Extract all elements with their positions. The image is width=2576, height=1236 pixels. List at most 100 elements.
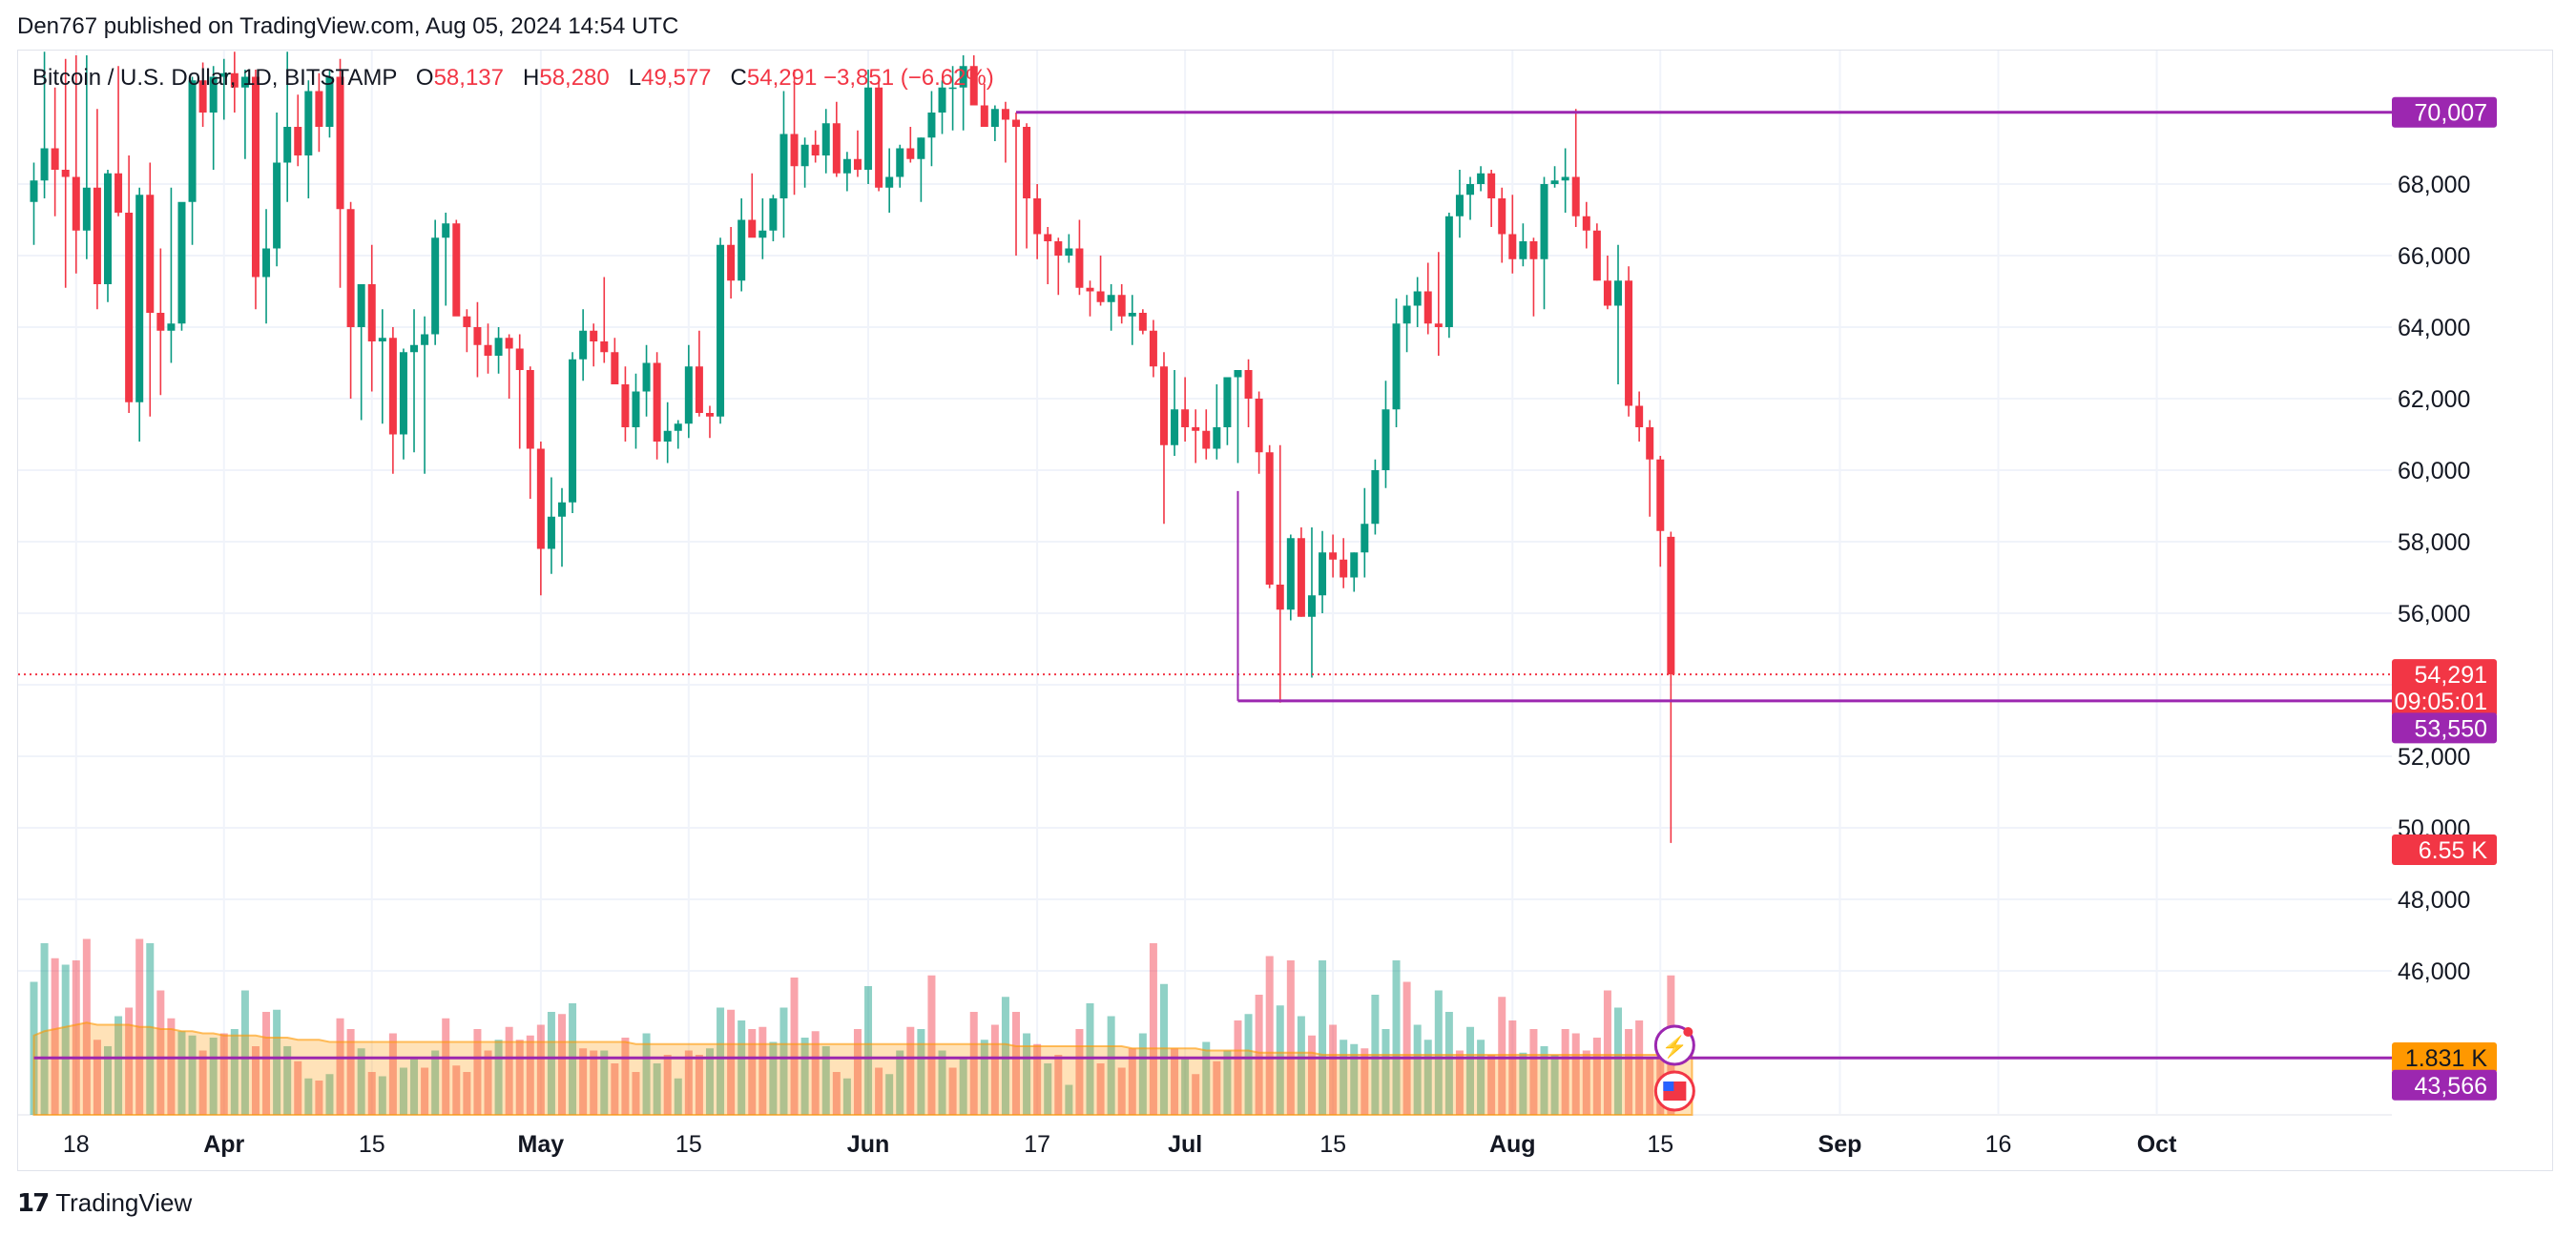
candle [388, 327, 397, 474]
candle-body [600, 341, 609, 353]
volume-bar [705, 1048, 714, 1115]
volume-bar [632, 1072, 640, 1115]
candle [896, 144, 904, 188]
candle-body [1540, 184, 1548, 259]
candle [103, 170, 112, 302]
candle [156, 248, 165, 396]
candle-body [969, 66, 978, 106]
volume-bar [1117, 1067, 1126, 1115]
candle-body [1075, 248, 1084, 288]
candle-body [431, 237, 440, 335]
candle-body [1392, 323, 1401, 410]
volume-bar [146, 943, 155, 1115]
volume-bar [1434, 990, 1443, 1115]
candle [674, 420, 682, 449]
candle-body [1023, 127, 1031, 198]
candle [336, 58, 344, 288]
volume-bar [240, 990, 249, 1115]
candle-body [1117, 295, 1126, 317]
candle-body [663, 430, 672, 442]
event-icons: ⚡ [1653, 1024, 1695, 1112]
candle [1065, 234, 1073, 263]
volume-bar [1571, 1033, 1580, 1115]
volume-bar [1012, 1012, 1021, 1115]
candle-body [1603, 280, 1611, 306]
candle [357, 284, 365, 421]
candle-body [103, 173, 112, 284]
candle [1519, 223, 1527, 267]
volume-bar [198, 1050, 207, 1115]
candle-body [1402, 305, 1411, 324]
candle [442, 213, 450, 306]
candle [1392, 299, 1401, 427]
volume-ma-badge-bg [2392, 1042, 2497, 1073]
level-badge-53550: 53,550 [2392, 712, 2497, 744]
candle-body [304, 91, 313, 155]
volume-bar [1592, 1038, 1601, 1115]
volume-bar [906, 1026, 915, 1115]
candle-body [399, 352, 407, 435]
candle [1244, 359, 1253, 427]
candle [304, 80, 313, 198]
price-chart[interactable]: 46,00048,00050,00052,00054,00056,00058,0… [18, 51, 2554, 1172]
candle [1635, 391, 1644, 442]
volume-bar [431, 1050, 440, 1115]
candle-body [294, 127, 302, 155]
brand-name: TradingView [55, 1188, 193, 1217]
lightning-event-icon [1653, 1024, 1695, 1066]
volume-bar [695, 1055, 703, 1115]
footer-brand[interactable]: 𝟭𝟳 TradingView [17, 1188, 192, 1218]
candle [82, 55, 91, 259]
candle-body [1477, 173, 1485, 184]
symbol-title[interactable]: Bitcoin / U.S. Dollar, 1D, BITSTAMP [32, 65, 397, 91]
candle [611, 338, 619, 384]
time-tick-label: 15 [1647, 1131, 1673, 1158]
candle-body [1265, 452, 1274, 585]
candle [737, 198, 746, 292]
volume-bar [779, 1007, 788, 1115]
candle [885, 148, 894, 213]
candle-body [1340, 559, 1348, 578]
volume-bar [547, 1012, 555, 1115]
candle [273, 113, 281, 267]
candle-body [378, 338, 386, 341]
candle [590, 323, 598, 367]
volume-bar [1487, 1055, 1496, 1115]
candle [1054, 237, 1063, 296]
volume-bar [1319, 960, 1327, 1115]
volume-bar [1044, 1063, 1052, 1115]
volume-bar [1519, 1052, 1527, 1115]
price-tick-label: 56,000 [2398, 601, 2470, 628]
candle-body [1371, 470, 1380, 525]
candle-body [864, 87, 873, 170]
volume-bar [1065, 1084, 1073, 1115]
candle [1023, 123, 1031, 249]
candle-body [1498, 198, 1506, 235]
last-volume-badge-bg [2392, 834, 2497, 865]
candle [431, 219, 440, 345]
candle [515, 334, 524, 449]
volume-bar [103, 1046, 112, 1115]
candle [198, 62, 207, 127]
candle-body [230, 72, 239, 88]
volume-bar [674, 1078, 682, 1115]
candle-body [167, 323, 176, 331]
price-tick-label: 68,000 [2398, 172, 2470, 198]
candle [135, 187, 144, 442]
time-tick-label: Apr [203, 1131, 244, 1158]
time-tick-label: Aug [1489, 1131, 1536, 1158]
candle [1592, 223, 1601, 281]
candle-body [30, 180, 38, 202]
volume-bar [1244, 1014, 1253, 1115]
candle-body [1667, 536, 1675, 675]
candle [1307, 527, 1316, 678]
candle [642, 344, 651, 417]
volume-bar [1297, 1016, 1305, 1115]
candle [1646, 420, 1654, 517]
candle-body [156, 313, 165, 331]
volume-bar [1192, 1074, 1200, 1115]
candle-body [1202, 430, 1211, 449]
volume-bar [40, 943, 49, 1115]
candle-body [1614, 280, 1622, 306]
volume-bar [442, 1018, 450, 1115]
